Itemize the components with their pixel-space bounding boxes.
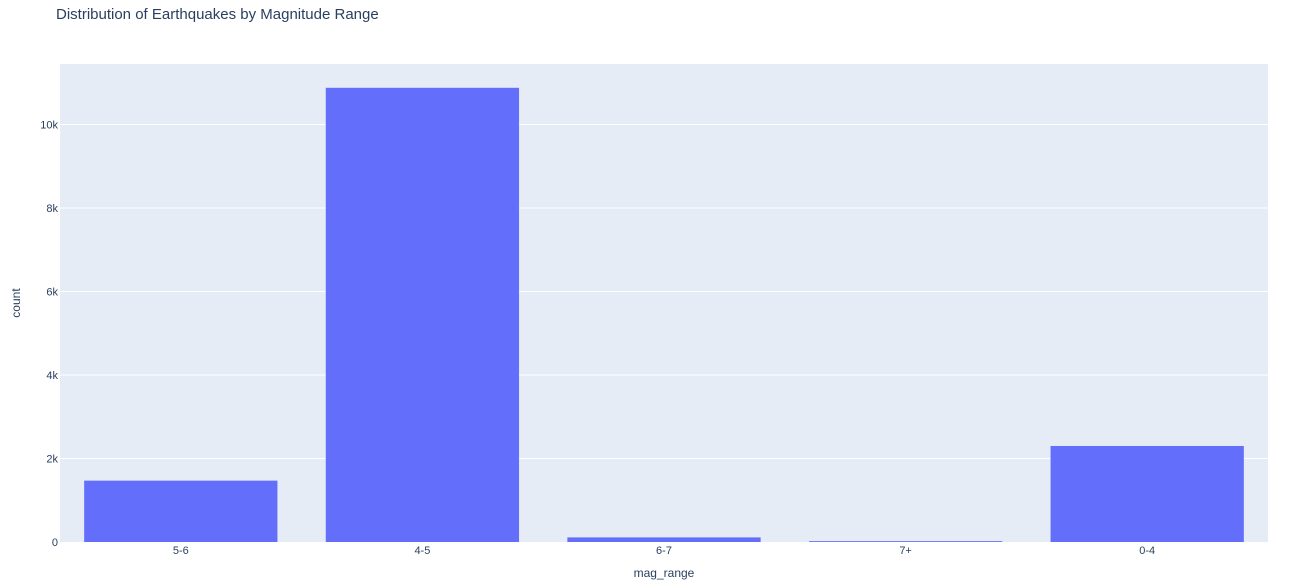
y-tick-label: 2k bbox=[46, 454, 58, 466]
x-tick-label: 0-4 bbox=[1139, 545, 1155, 557]
x-axis-title: mag_range bbox=[634, 566, 695, 580]
bar-7+[interactable] bbox=[808, 541, 1003, 542]
y-axis-title: count bbox=[9, 288, 23, 318]
y-tick-label: 4k bbox=[46, 370, 58, 382]
x-tick-label: 5-6 bbox=[173, 545, 189, 557]
chart-title: Distribution of Earthquakes by Magnitude… bbox=[56, 6, 379, 23]
y-tick-label: 10k bbox=[40, 120, 58, 132]
bar-4-5[interactable] bbox=[325, 87, 520, 543]
x-axis-ticks: 5-6 4-5 6-7 7+ 0-4 bbox=[173, 545, 1155, 557]
bar-6-7[interactable] bbox=[567, 537, 761, 542]
y-tick-label: 6k bbox=[46, 287, 58, 299]
y-tick-label: 8k bbox=[46, 203, 58, 215]
bar-0-4[interactable] bbox=[1050, 445, 1244, 542]
y-axis-ticks: 0 2k 4k 6k 8k 10k bbox=[40, 120, 58, 549]
bar-5-6[interactable] bbox=[84, 480, 278, 542]
x-tick-label: 6-7 bbox=[656, 545, 672, 557]
x-tick-label: 7+ bbox=[899, 545, 912, 557]
bars bbox=[84, 87, 1244, 543]
y-tick-label: 0 bbox=[52, 537, 58, 549]
x-tick-label: 4-5 bbox=[414, 545, 430, 557]
